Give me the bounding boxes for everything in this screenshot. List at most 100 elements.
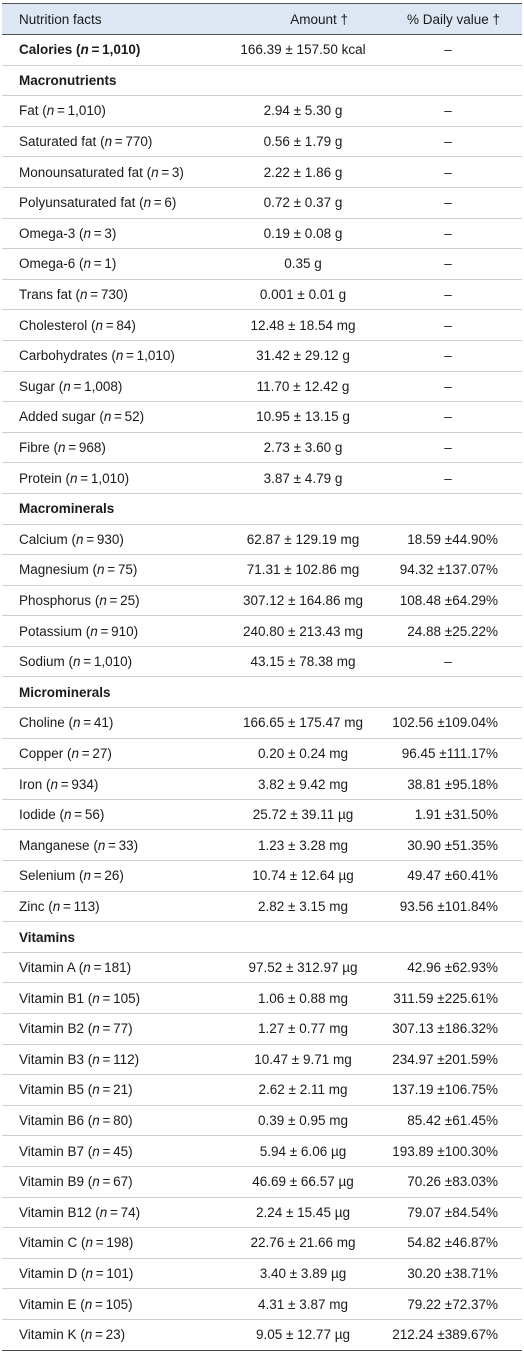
nutrient-name: Carbohydrates — [19, 348, 108, 364]
nutrient-name: Vitamin B3 — [19, 1051, 85, 1067]
nutrient-name: Protein — [19, 470, 62, 486]
sample-size-prefix: (n = — [76, 1296, 106, 1312]
section-title: Macrominerals — [19, 501, 115, 517]
table-row: Trans fat (n = 730) 0.001 ± 0.01 g – — [2, 279, 522, 310]
amount-cell: 25.72 ± 39.11 µg — [252, 807, 354, 823]
nutrient-name: Vitamin B12 — [19, 1204, 92, 1220]
table-row: Phosphorus (n = 25) 307.12 ± 164.86 mg 108… — [2, 585, 522, 616]
amount-cell: 1.23 ± 3.28 mg — [258, 837, 348, 853]
sample-size: 26 — [104, 868, 120, 884]
daily-value-cell: 24.88 ±25.22% — [407, 623, 498, 639]
sample-size: 74 — [120, 1204, 136, 1220]
sample-size-prefix: (n = — [75, 868, 105, 884]
sample-size: 112 — [113, 1051, 135, 1067]
sample-size: 101 — [106, 1266, 129, 1282]
daily-value-cell: 137.19 ±106.75% — [392, 1082, 498, 1098]
daily-value-cell: 108.48 ±64.29% — [399, 592, 498, 608]
daily-value-cell: 212.24 ±389.67% — [392, 1327, 498, 1343]
daily-value-cell: 42.96 ±62.93% — [407, 960, 498, 976]
amount-cell: 0.72 ± 0.37 g — [263, 195, 343, 211]
daily-value-cell: 1.91 ±31.50% — [414, 807, 498, 823]
nutrient-name: Copper — [19, 745, 64, 761]
daily-value-cell: 85.42 ±61.45% — [407, 1113, 498, 1129]
nutrient-cell: Sugar (n = 1,008) — [19, 378, 123, 394]
daily-value-cell: – — [444, 317, 452, 333]
nutrient-cell: Vitamin K (n = 23) — [19, 1327, 126, 1343]
sample-size: 84 — [116, 317, 132, 333]
amount-cell: 166.39 ± 157.50 kcal — [240, 42, 366, 58]
daily-value-cell: – — [444, 42, 452, 58]
amount-cell: 11.70 ± 12.42 g — [256, 378, 350, 394]
nutrient-cell: Vitamin B3 (n = 112) — [19, 1051, 140, 1067]
table-row: Cholesterol (n = 84) 12.48 ± 18.54 mg – — [2, 310, 522, 341]
nutrient-cell: Polyunsaturated fat (n = 6) — [19, 195, 177, 211]
daily-value-cell: 311.59 ±225.61% — [393, 990, 498, 1006]
daily-value-cell: 79.22 ±72.37% — [407, 1296, 498, 1312]
table-row: Iron (n = 934) 3.82 ± 9.42 mg 38.81 ±95.18… — [2, 769, 522, 800]
sample-size: 910 — [111, 623, 134, 639]
nutrient-name: Calories — [19, 42, 73, 58]
section-title: Vitamins — [19, 929, 76, 945]
sample-size: 968 — [78, 440, 102, 456]
nutrient-cell: Protein (n = 1,010) — [19, 470, 130, 486]
nutrient-name: Cholesterol — [19, 317, 88, 333]
sample-size-prefix: (n = — [77, 1266, 107, 1282]
nutrient-cell: Vitamin B12 (n = 74) — [19, 1204, 141, 1220]
sample-size: 41 — [93, 715, 109, 731]
sample-size-prefix: (n = — [44, 898, 74, 914]
nutrient-name: Selenium — [19, 868, 76, 884]
nutrient-name: Iodide — [19, 807, 56, 823]
sample-size-prefix: (n = — [82, 623, 112, 639]
sample-size-prefix: (n = — [107, 348, 137, 364]
table-row: Fat (n = 1,010) 2.94 ± 5.30 g – — [2, 96, 522, 127]
nutrient-cell: Copper (n = 27) — [19, 745, 112, 761]
sample-size-prefix: (n = — [87, 317, 117, 333]
table-row: Saturated fat (n = 770) 0.56 ± 1.79 g – — [2, 126, 522, 157]
sample-size: 1 — [104, 256, 112, 272]
table-row: Selenium (n = 26) 10.74 ± 12.64 µg 49.47 ±… — [2, 861, 522, 892]
table-body: Calories (n = 1,010) 166.39 ± 157.50 kcal… — [2, 35, 522, 1351]
sample-size: 930 — [96, 531, 120, 547]
amount-cell: 1.06 ± 0.88 mg — [258, 990, 348, 1006]
sample-size: 105 — [113, 990, 136, 1006]
section-title: Microminerals — [19, 684, 111, 700]
sample-size: 25 — [120, 592, 136, 608]
nutrient-cell: Saturated fat (n = 770) — [19, 134, 153, 150]
amount-cell: 2.94 ± 5.30 g — [263, 103, 343, 119]
daily-value-cell: – — [444, 195, 452, 211]
table-row: Polyunsaturated fat (n = 6) 0.72 ± 0.37 g… — [2, 187, 522, 219]
section-header-row: Macrominerals — [2, 493, 522, 524]
sample-size: 33 — [118, 837, 134, 853]
header-daily-value: % Daily value † — [406, 11, 500, 27]
nutrient-name: Vitamin B5 — [19, 1082, 85, 1098]
daily-value-cell: – — [444, 378, 452, 394]
nutrient-name: Omega-6 — [19, 256, 76, 272]
daily-value-cell: 96.45 ±111.17% — [401, 745, 498, 761]
daily-value-cell: – — [444, 348, 452, 364]
sample-size-prefix: (n = — [77, 1235, 107, 1251]
daily-value-cell: – — [444, 134, 452, 150]
sample-size: 3 — [171, 164, 180, 180]
nutrient-name: Trans fat — [19, 287, 72, 303]
nutrient-name: Calcium — [19, 531, 68, 547]
daily-value-cell: 94.32 ±137.07% — [399, 562, 498, 578]
amount-cell: 2.22 ± 1.86 g — [263, 164, 343, 180]
nutrient-cell: Vitamin D (n = 101) — [19, 1266, 134, 1282]
table-row: Zinc (n = 113) 2.82 ± 3.15 mg 93.56 ±101.8… — [2, 891, 522, 922]
amount-cell: 10.95 ± 13.15 g — [256, 409, 350, 425]
sample-size: 67 — [113, 1174, 129, 1190]
nutrient-name: Vitamin A — [19, 960, 76, 976]
sample-size: 23 — [105, 1327, 121, 1343]
daily-value-cell: – — [444, 440, 452, 456]
table-header-row: Nutrition facts Amount † % Daily value † — [2, 3, 522, 35]
table-row: Sodium (n = 1,010) 43.15 ± 78.38 mg – — [2, 646, 522, 677]
sample-size: 56 — [84, 807, 100, 823]
sample-size: 6 — [164, 195, 172, 211]
sample-size: 1,008 — [84, 378, 118, 394]
sample-size: 27 — [92, 745, 108, 761]
amount-cell: 22.76 ± 21.66 mg — [250, 1235, 356, 1251]
daily-value-cell: – — [444, 409, 452, 425]
sample-size: 1,010 — [93, 654, 128, 670]
sample-size: 3 — [104, 225, 112, 241]
amount-cell: 3.87 ± 4.79 g — [263, 470, 343, 486]
